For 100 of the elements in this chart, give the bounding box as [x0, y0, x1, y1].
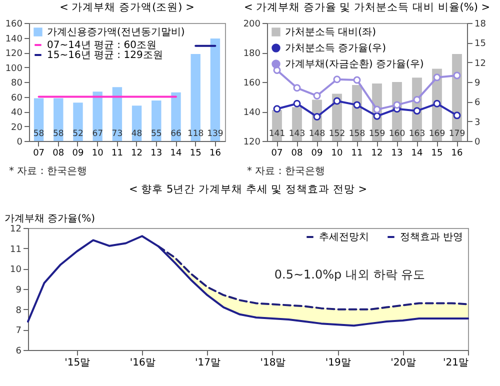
y-tick-label: 120 [5, 49, 23, 59]
point [393, 101, 401, 109]
data-label: 148 [308, 129, 326, 139]
point [453, 112, 461, 120]
point [413, 96, 421, 104]
y2-tick-label: 6 [474, 98, 480, 108]
point [273, 105, 281, 113]
point [333, 76, 341, 84]
point [293, 100, 301, 108]
y-tick-label: 7 [16, 326, 22, 336]
bar [152, 100, 162, 141]
legend-label: 가처분소득 대비(좌) [285, 27, 376, 38]
x-tick-label: '20말 [390, 358, 416, 368]
x-tick-label: '17말 [195, 358, 220, 368]
x-tick-label: 09 [72, 148, 84, 158]
x-tick-label: 11 [111, 148, 123, 158]
y-tick-label: 120 [243, 138, 261, 148]
x-tick-label: 14 [170, 148, 182, 158]
y-tick-label: 160 [243, 78, 261, 88]
text: * 자료 : 한국은행 [247, 166, 325, 177]
data-label: 58 [33, 129, 44, 139]
data-label: 48 [131, 129, 142, 139]
x-tick-label: 08 [52, 148, 64, 158]
y-tick-label: 0 [16, 138, 23, 148]
data-label: 158 [348, 129, 366, 139]
x-tick-label: 16 [451, 148, 463, 158]
y-tick-label: 140 [5, 34, 23, 44]
data-label: 52 [72, 129, 84, 139]
legend-label: 가처분소득 증가율(우) [285, 43, 386, 54]
x-tick-label: '19말 [325, 358, 351, 368]
x-tick-label: 12 [131, 148, 143, 158]
point [333, 97, 341, 105]
text: * 자료 : 한국은행 [9, 166, 87, 177]
data-label: 67 [92, 129, 104, 139]
bar [92, 92, 102, 141]
point [293, 84, 301, 92]
data-label: 73 [112, 129, 123, 139]
x-tick-label: '21말 [443, 358, 468, 368]
data-label: 66 [170, 129, 182, 139]
y-tick-label: 160 [5, 20, 23, 30]
x-tick-label: 13 [150, 148, 162, 158]
line-series [157, 245, 469, 310]
x-tick-label: '18말 [260, 358, 286, 368]
y-tick-label: 100 [5, 64, 23, 74]
y2-tick-label: 18 [474, 20, 486, 30]
bar [171, 92, 181, 141]
bar [54, 98, 64, 141]
chart-title: < 향후 5년간 가계부채 추세 및 정책효과 전망 > [129, 184, 367, 196]
data-label: 58 [52, 129, 64, 139]
data-label: 163 [408, 129, 426, 139]
point [353, 76, 361, 84]
x-tick-label: 15 [431, 148, 443, 158]
y2-tick-label: 15 [474, 39, 486, 50]
x-tick-label: '16말 [130, 358, 156, 368]
y-tick-label: 80 [11, 78, 23, 88]
point [453, 72, 461, 80]
x-tick-label: 07 [33, 148, 45, 158]
x-tick-label: 15 [190, 148, 202, 158]
x-tick-label: 10 [92, 148, 104, 158]
y-tick-label: 200 [243, 20, 261, 30]
legend-label: 추세전망치 [319, 232, 369, 243]
x-tick-label: 12 [371, 148, 383, 158]
y-tick-label: 140 [243, 108, 261, 118]
data-label: 179 [448, 129, 466, 139]
point [433, 74, 441, 82]
y-tick-label: 10 [10, 265, 22, 276]
point [313, 113, 321, 120]
legend-label: 07~14년 평균 : 60조원 [47, 40, 156, 51]
point [373, 106, 381, 114]
x-tick-label: 08 [291, 148, 303, 158]
y-tick-label: 40 [11, 108, 23, 118]
y2-tick-label: 12 [474, 58, 486, 69]
y-tick-label: 180 [243, 49, 261, 59]
legend-label: 가계부채(자금순환) 증가율(우) [285, 59, 424, 70]
data-label: 118 [187, 129, 204, 139]
x-tick-label: '15말 [64, 358, 90, 368]
y-tick-label: 8 [16, 306, 22, 316]
point [373, 112, 381, 120]
data-label: 152 [328, 129, 346, 139]
x-tick-label: 09 [311, 148, 323, 158]
x-tick-label: 11 [351, 148, 363, 158]
data-label: 55 [150, 129, 162, 139]
y2-tick-label: 0 [474, 138, 480, 148]
legend-label: 15~16년 평균 : 129조원 [47, 50, 163, 61]
y-tick-label: 9 [16, 286, 22, 296]
point [313, 92, 321, 100]
x-tick-label: 10 [331, 148, 343, 158]
bar [73, 102, 83, 141]
y-tick-label: 11 [10, 244, 22, 255]
point [353, 101, 361, 109]
y-tick-label: 20 [11, 122, 23, 133]
chart-title: < 가계부채 증가액(조원) > [60, 2, 194, 14]
x-tick-label: 13 [391, 148, 403, 158]
point [413, 107, 421, 115]
data-label: 160 [388, 129, 406, 139]
y-tick-label: 6 [16, 346, 22, 356]
data-label: 159 [368, 129, 386, 139]
data-label: 139 [207, 129, 224, 139]
data-label: 143 [288, 129, 306, 139]
x-tick-label: 16 [209, 148, 222, 158]
